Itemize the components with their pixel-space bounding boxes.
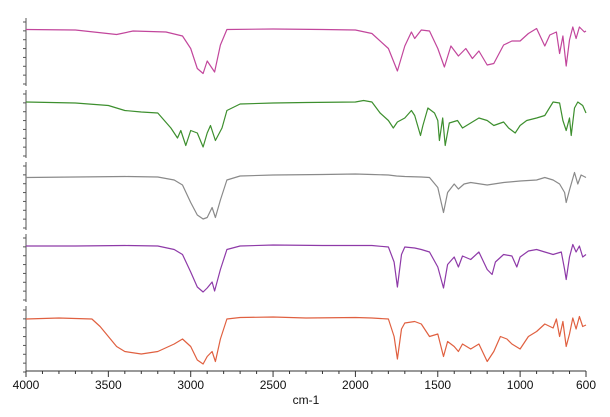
spectrum-panel xyxy=(23,90,587,158)
spectrum-line xyxy=(25,26,587,75)
x-axis-title: cm-1 xyxy=(293,393,320,407)
x-tick-label: 600 xyxy=(576,378,596,392)
x-tick-label: 2000 xyxy=(342,378,369,392)
x-axis: 4000 3500 3000 2500 2000 1500 1000 600 xyxy=(13,370,596,392)
spectrum-panel xyxy=(23,162,587,230)
spectrum-panel xyxy=(23,306,587,374)
x-tick-label: 1000 xyxy=(507,378,534,392)
x-tick-label: 4000 xyxy=(13,378,40,392)
x-tick-label: 3000 xyxy=(177,378,204,392)
spectrum-panel xyxy=(23,18,587,86)
x-tick-label: 3500 xyxy=(95,378,122,392)
spectrum-panels xyxy=(23,18,587,374)
spectrum-line xyxy=(25,171,587,220)
spectrum-panel xyxy=(23,234,587,302)
x-tick-label: 1500 xyxy=(424,378,451,392)
spectrum-line xyxy=(25,315,587,365)
spectrum-line xyxy=(25,99,587,148)
x-tick-label: 2500 xyxy=(260,378,287,392)
spectrum-line xyxy=(26,243,587,293)
